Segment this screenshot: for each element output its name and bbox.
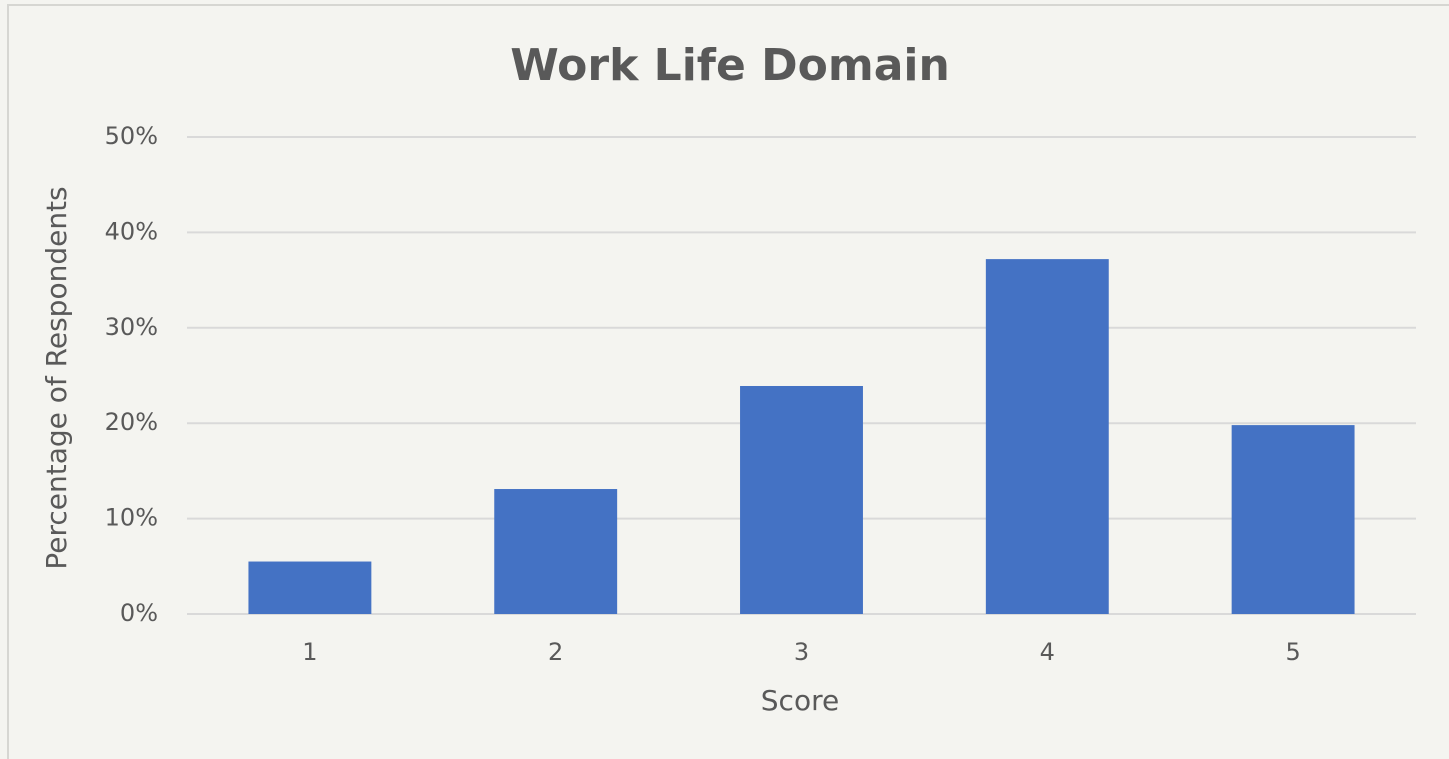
chart-title: Work Life Domain xyxy=(510,40,950,91)
x-tick-label: 4 xyxy=(1040,638,1055,666)
y-tick-label: 50% xyxy=(105,122,158,150)
x-axis-label: Score xyxy=(761,684,839,717)
x-tick-label: 3 xyxy=(794,638,809,666)
y-tick-label: 20% xyxy=(105,408,158,436)
chart-frame xyxy=(7,4,1449,759)
y-tick-label: 30% xyxy=(105,313,158,341)
y-axis-label: Percentage of Respondents xyxy=(40,186,73,569)
bar xyxy=(985,259,1109,614)
bar xyxy=(1231,425,1355,614)
y-tick-label: 0% xyxy=(120,599,158,627)
x-tick-label: 5 xyxy=(1285,638,1300,666)
x-tick-label: 2 xyxy=(548,638,563,666)
y-tick-label: 40% xyxy=(105,217,158,245)
bar xyxy=(494,489,618,614)
x-tick-label: 1 xyxy=(302,638,317,666)
bar xyxy=(248,561,372,614)
bar xyxy=(740,385,863,614)
y-tick-label: 10% xyxy=(105,504,158,532)
